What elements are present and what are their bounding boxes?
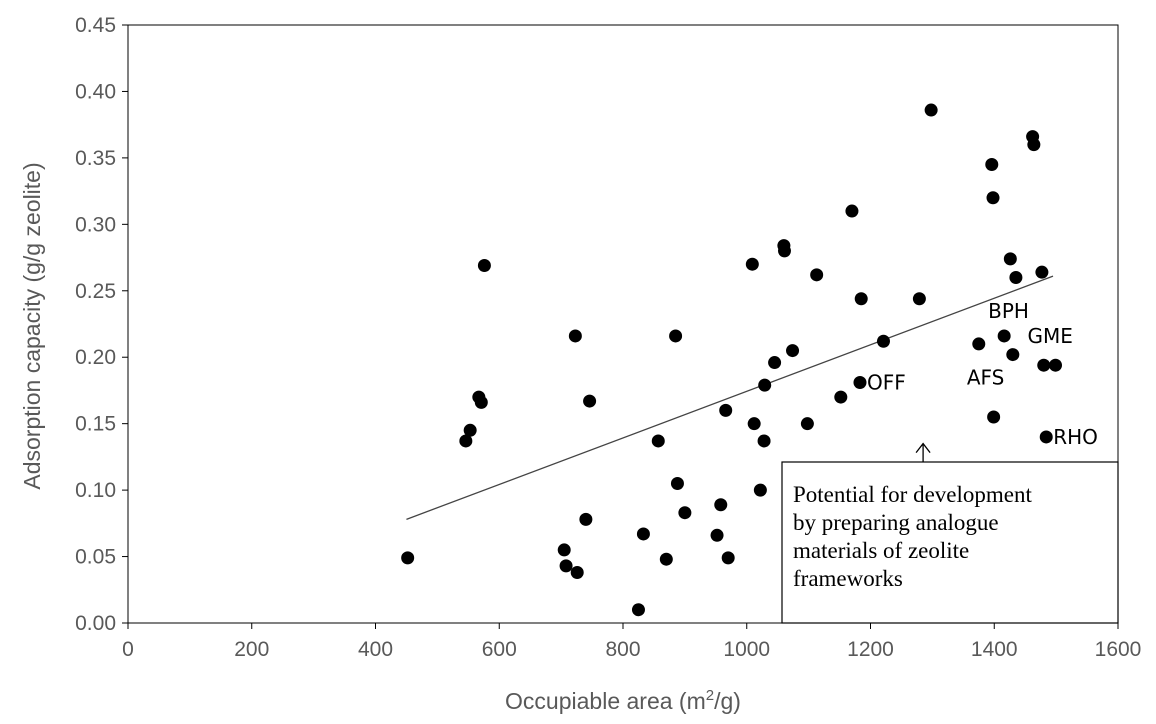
data-point [579,512,593,526]
note-arrowhead [915,442,931,453]
y-tick-label: 0.10 [75,479,116,502]
y-tick-label: 0.40 [75,80,116,103]
data-point [768,356,782,370]
data-point [758,378,772,392]
data-point [834,390,848,404]
data-point [670,476,684,490]
annotation-note: Potential for development by preparing an… [781,442,1119,624]
data-point [459,434,473,448]
data-point [854,292,868,306]
data-point [568,329,582,343]
data-point [474,395,488,409]
data-point [1037,358,1051,372]
y-tick-label: 0.35 [75,147,116,170]
data-point [401,551,415,565]
y-tick-label: 0.00 [75,612,116,635]
point-label: GME [1028,324,1073,348]
data-point [800,417,814,431]
data-point [659,552,673,566]
y-tick-label: 0.05 [75,546,116,569]
data-point [477,259,491,273]
note-box [781,461,1119,624]
data-point [631,603,645,617]
note-text-line: Potential for development [793,482,1032,507]
data-point [987,410,1001,424]
point-label: RHO [1053,425,1098,449]
note-text-line: by preparing analogue [793,510,999,535]
x-tick-label: 1600 [1095,638,1142,661]
data-point [1003,252,1017,266]
data-point [986,191,1000,205]
x-tick-label: 400 [358,638,393,661]
note-text-line: materials of zeolite [793,538,969,563]
data-point [753,483,767,497]
x-tick-label: 1200 [847,638,894,661]
data-point [678,506,692,520]
data-point [747,417,761,431]
data-point [557,543,571,557]
data-point [1039,430,1053,444]
data-point [786,344,800,358]
data-point [912,292,926,306]
y-axis-title: Adsorption capacity (g/g zeolite) [19,162,45,489]
data-point [583,394,597,408]
x-axis-title: Occupiable area (m2/g) [505,687,741,714]
y-axis-ticks: 0.00 0.05 0.10 0.15 0.20 0.25 0.30 0.35 0.40 0.45 [75,14,128,635]
data-point [876,334,890,348]
data-point [1006,348,1020,362]
y-tick-label: 0.25 [75,280,116,303]
data-point [636,527,650,541]
data-point [710,528,724,542]
data-points [401,103,1063,617]
data-point [745,257,759,271]
x-axis-ticks: 0 200 400 600 800 1000 1200 1400 1600 [122,623,1141,661]
x-tick-label: 600 [482,638,517,661]
data-point [719,403,733,417]
x-tick-label: 1400 [971,638,1018,661]
y-tick-label: 0.15 [75,413,116,436]
data-point [997,329,1011,343]
trend-line [406,275,1054,520]
x-tick-label: 0 [122,638,134,661]
y-tick-label: 0.45 [75,14,116,37]
data-point [721,551,735,565]
data-point [757,434,771,448]
x-tick-label: 200 [234,638,269,661]
note-text-line: frameworks [793,566,903,591]
data-point [985,158,999,172]
data-point [1049,358,1063,372]
data-point [1009,270,1023,284]
data-point [559,559,573,573]
data-point [845,204,859,218]
data-point [810,268,824,282]
data-point [463,423,477,437]
x-tick-label: 1000 [723,638,770,661]
data-point [853,375,867,389]
point-label: OFF [867,370,906,394]
data-point [669,329,683,343]
data-point [1035,265,1049,279]
point-label: BPH [988,299,1029,323]
point-label: AFS [967,366,1005,390]
y-tick-label: 0.20 [75,346,116,369]
data-point [924,103,938,117]
data-point [570,566,584,580]
data-point [651,434,665,448]
data-point [1027,138,1041,152]
y-tick-label: 0.30 [75,213,116,236]
data-point [777,244,791,258]
data-point [714,498,728,512]
x-tick-label: 800 [605,638,640,661]
data-point [972,337,986,351]
